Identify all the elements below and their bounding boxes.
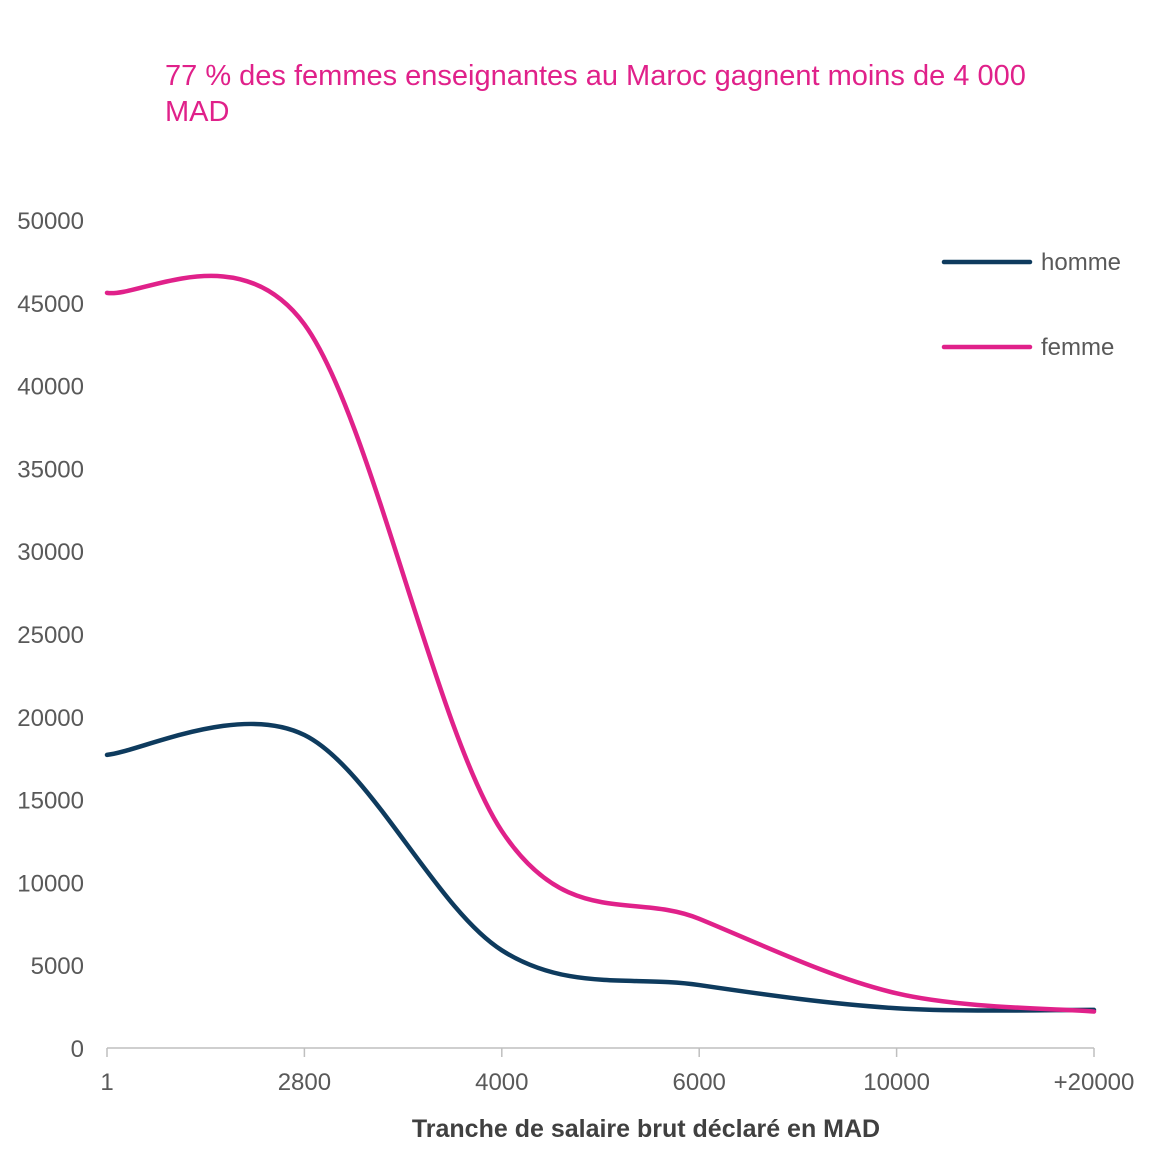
- x-tick-label: 10000: [863, 1069, 930, 1096]
- y-tick-label: 35000: [17, 456, 84, 483]
- y-tick-label: 20000: [17, 705, 84, 732]
- y-tick-label: 25000: [17, 622, 84, 649]
- x-tick-label: 2800: [278, 1069, 331, 1096]
- series-line-femme: [104, 273, 1097, 1014]
- x-axis-title: Tranche de salaire brut déclaré en MAD: [412, 1115, 880, 1143]
- x-axis-ticks: 1 2800 4000 6000 10000 +20000: [100, 1048, 1134, 1096]
- x-tick-label: 6000: [673, 1069, 726, 1096]
- series-line-homme: [104, 721, 1097, 1013]
- y-tick-label: 15000: [17, 788, 84, 815]
- legend-label-homme: homme: [1041, 249, 1121, 276]
- chart-title: 77 % des femmes enseignantes au Maroc ga…: [165, 60, 1026, 128]
- legend-label-femme: femme: [1041, 334, 1114, 361]
- y-tick-label: 30000: [17, 539, 84, 566]
- y-tick-label: 5000: [31, 953, 84, 980]
- y-tick-label: 10000: [17, 870, 84, 897]
- y-axis-ticks: 0 5000 10000 15000 20000 25000 30000 35000 40000…: [17, 208, 84, 1063]
- x-tick-label: +20000: [1054, 1069, 1135, 1096]
- legend: homme femme: [941, 249, 1121, 361]
- y-tick-label: 50000: [17, 208, 84, 235]
- series-lines: [104, 273, 1097, 1014]
- y-tick-label: 40000: [17, 374, 84, 401]
- y-tick-label: 45000: [17, 291, 84, 318]
- x-tick-label: 1: [100, 1069, 113, 1096]
- x-tick-label: 4000: [475, 1069, 528, 1096]
- y-tick-label: 0: [71, 1036, 84, 1063]
